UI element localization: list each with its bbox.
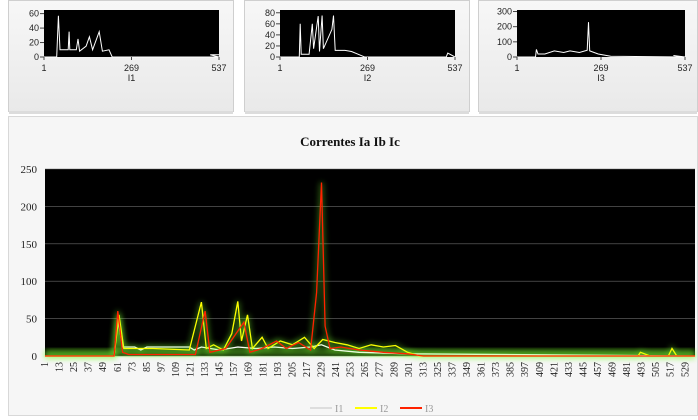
x-axis-label: I1 [128,73,136,83]
y-tick-label: 200 [21,201,38,213]
y-tick-label: 80 [265,8,275,18]
y-tick-label: 20 [29,38,39,48]
x-tick-label: 361 [477,362,488,377]
x-tick-label: 145 [215,362,226,377]
mini-chart-panel-i2: 0 20 40 60 80 1 269 537 I2 [244,0,470,114]
x-tick-label: 97 [156,362,167,372]
x-tick-label: 85 [142,362,153,372]
y-tick-label: 150 [21,239,38,251]
x-tick-label: 13 [55,362,66,372]
y-tick-label: 250 [21,164,38,176]
x-tick-label: 313 [418,362,429,377]
y-tick-label: 0 [32,351,38,363]
x-tick-label: 109 [171,362,182,377]
x-tick-label: 517 [666,362,677,377]
x-tick-label: 537 [677,63,692,73]
x-tick-label: 169 [244,362,255,377]
x-tick-label: 181 [258,362,269,377]
y-tick-label: 50 [26,314,38,326]
y-tick-label: 100 [21,276,38,288]
series-line-I3 [45,182,695,357]
y-tick-label: 20 [265,41,275,51]
x-tick-label: 205 [287,362,298,377]
x-tick-label: 1 [277,63,282,73]
x-tick-label: 25 [69,362,80,372]
x-tick-label: 505 [651,362,662,377]
x-tick-label: 253 [346,362,357,377]
plot-area [45,169,695,356]
x-tick-label: 157 [229,362,240,377]
y-tick-label: 300 [497,7,512,17]
x-tick-label: 373 [491,362,502,377]
x-tick-label: 349 [462,362,473,377]
chart-title: Correntes Ia Ib Ic [300,134,400,149]
x-tick-label: 269 [124,63,139,73]
x-tick-label: 445 [578,362,589,377]
x-tick-label: 269 [593,63,608,73]
y-tick-label: 0 [34,52,39,62]
x-tick-label: 493 [637,362,648,377]
x-tick-label: 133 [200,362,211,377]
legend-label-I1: I1 [335,404,343,415]
x-tick-label: 1 [41,63,46,73]
mini-chart-i3: 0 100 200 300 1 269 537 I3 [497,7,693,83]
x-tick-label: 537 [211,63,226,73]
main-chart-panel: Correntes Ia Ib Ic 0 50 100 150 200 250 1 13 25 37… [8,116,698,416]
x-axis-label: I2 [364,73,372,83]
y-tick-label: 40 [265,30,275,40]
x-tick-label: 457 [593,362,604,377]
series-line-I2 [280,15,456,58]
x-tick-label: 37 [84,362,95,372]
x-tick-label: 229 [317,362,328,377]
x-tick-label: 277 [375,362,386,377]
y-tick-label: 60 [265,19,275,29]
x-tick-label: 337 [448,362,459,377]
x-tick-label: 325 [433,362,444,377]
x-tick-label: 289 [389,362,400,377]
x-tick-label: 49 [98,362,109,372]
y-tick-label: 100 [497,37,512,47]
x-tick-label: 61 [113,362,124,372]
x-tick-label: 397 [520,362,531,377]
x-tick-label: 73 [127,362,138,372]
x-tick-label: 433 [564,362,575,377]
x-tick-label: 269 [360,63,375,73]
x-tick-label: 121 [186,362,197,377]
plot-area [280,10,455,57]
x-axis-label: I3 [597,73,605,83]
legend-label-I2: I2 [380,404,388,415]
y-tick-label: 60 [29,9,39,19]
series-line-I3 [517,22,686,58]
plot-area [517,10,685,57]
y-tick-label: 0 [507,52,512,62]
x-tick-label: 241 [331,362,342,377]
y-tick-label: 200 [497,22,512,32]
x-tick-label: 301 [404,362,415,377]
x-tick-label: 217 [302,362,313,377]
x-tick-label: 265 [360,362,371,377]
x-tick-label: 529 [680,362,691,377]
x-tick-label: 421 [549,362,560,377]
x-tick-label: 409 [535,362,546,377]
mini-chart-i1: 0 20 40 60 1 269 537 I1 [29,9,227,83]
plot-area [44,10,219,57]
x-tick-label: 193 [273,362,284,377]
y-tick-label: 40 [29,23,39,33]
x-tick-label: 1 [514,63,519,73]
x-tick-label: 537 [447,63,462,73]
x-tick-label: 481 [622,362,633,377]
mini-chart-panel-i3: 0 100 200 300 1 269 537 I3 [478,0,698,114]
x-tick-label: 469 [608,362,619,377]
mini-chart-panel-i1: 0 20 40 60 1 269 537 I1 [8,0,234,114]
x-tick-label: 385 [506,362,517,377]
x-tick-label: 1 [40,362,51,367]
y-tick-label: 0 [270,52,275,62]
legend-label-I3: I3 [425,404,433,415]
series-line-I1 [44,15,220,58]
